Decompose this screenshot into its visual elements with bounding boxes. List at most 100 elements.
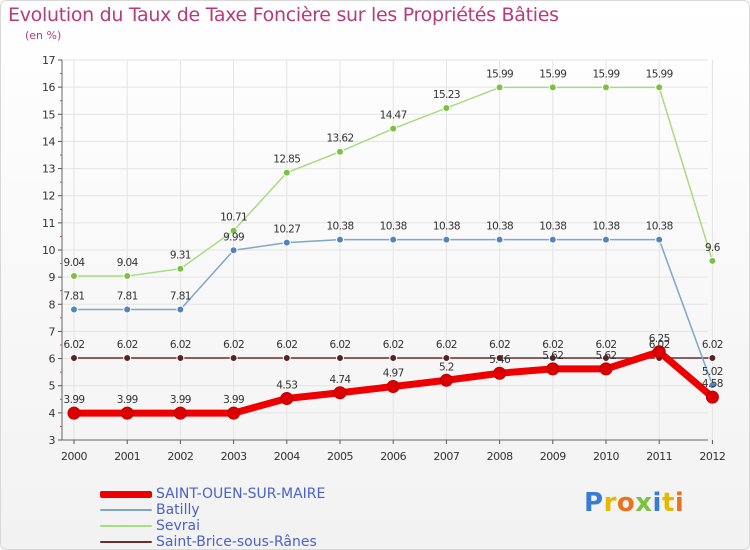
- y-tick-label: 7: [49, 325, 56, 338]
- y-tick-label: 8: [49, 298, 56, 311]
- data-label: 6.02: [383, 339, 404, 351]
- data-label: 6.02: [170, 339, 191, 351]
- data-point: [386, 380, 400, 394]
- data-point: [602, 235, 610, 244]
- data-label: 13.62: [326, 133, 353, 145]
- data-label: 6.02: [436, 339, 457, 351]
- y-tick-label: 12: [42, 190, 55, 203]
- data-label: 5.62: [542, 350, 563, 362]
- data-point: [495, 354, 504, 363]
- data-point: [229, 226, 238, 235]
- x-tick-label: 2012: [699, 450, 725, 463]
- y-tick-label: 4: [49, 407, 56, 420]
- y-tick-label: 14: [42, 135, 55, 148]
- data-label: 6.02: [649, 339, 670, 351]
- data-point: [280, 391, 294, 405]
- data-point: [389, 235, 398, 244]
- data-label: 3.99: [64, 394, 85, 406]
- data-label: 6.02: [64, 339, 85, 351]
- data-point: [442, 354, 451, 363]
- data-label: 6.02: [276, 339, 297, 351]
- logo-letter: x: [635, 488, 653, 518]
- data-point: [548, 354, 557, 363]
- data-label: 10.38: [326, 221, 353, 233]
- data-point: [655, 235, 664, 244]
- data-point: [442, 235, 451, 244]
- y-tick-label: 3: [49, 434, 56, 447]
- data-point: [176, 264, 185, 273]
- data-label: 15.99: [486, 68, 513, 80]
- data-point: [282, 238, 291, 247]
- data-point: [442, 104, 451, 113]
- data-label: 6.02: [542, 339, 563, 351]
- data-label: 15.99: [592, 68, 619, 80]
- data-point: [176, 305, 185, 314]
- y-tick-label: 17: [42, 54, 55, 67]
- data-label: 6.02: [596, 339, 617, 351]
- series-batilly: [70, 235, 717, 390]
- data-label: 4.74: [330, 374, 352, 386]
- data-point: [70, 272, 78, 281]
- x-tick-label: 2005: [327, 450, 353, 463]
- logo-letter: t: [661, 488, 675, 518]
- data-point: [67, 406, 81, 420]
- data-label: 10.38: [592, 221, 619, 233]
- data-label: 6.02: [223, 339, 244, 351]
- data-label: 14.47: [380, 110, 407, 122]
- data-point: [333, 386, 347, 400]
- data-point: [282, 354, 291, 363]
- legend-swatch: [100, 541, 152, 543]
- y-tick-label: 15: [42, 108, 55, 121]
- data-label: 9.99: [223, 231, 244, 243]
- logo-letter: i: [674, 488, 685, 518]
- data-label: 12.85: [273, 154, 300, 166]
- data-label: 6.02: [489, 339, 510, 351]
- logo-letter: o: [616, 488, 636, 518]
- legend-label: Sevrai: [156, 518, 201, 534]
- x-tick-label: 2008: [487, 450, 513, 463]
- x-tick-label: 2006: [380, 450, 406, 463]
- data-label: 10.38: [380, 221, 407, 233]
- x-tick-label: 2000: [61, 450, 87, 463]
- data-label: 10.27: [273, 224, 300, 236]
- data-point: [548, 83, 557, 92]
- data-point: [282, 168, 291, 177]
- data-point: [336, 235, 344, 244]
- data-point: [708, 256, 717, 265]
- series-saint-ouen-sur-maire: [67, 345, 719, 420]
- data-point: [439, 373, 453, 387]
- data-label: 10.38: [433, 221, 460, 233]
- data-label: 9.04: [117, 257, 139, 269]
- y-tick-label: 10: [42, 244, 55, 257]
- x-tick-label: 2001: [114, 450, 140, 463]
- x-tick-label: 2007: [433, 450, 459, 463]
- legend-label: Batilly: [156, 502, 200, 518]
- legend-swatch: [100, 490, 152, 498]
- logo-letter: i: [652, 488, 662, 518]
- data-point: [546, 362, 560, 376]
- data-label: 4.58: [702, 378, 723, 390]
- data-label: 6.02: [117, 339, 138, 351]
- data-point: [602, 83, 610, 92]
- data-point: [120, 406, 134, 420]
- data-point: [123, 272, 132, 281]
- data-labels: 6.02 6.02 6.02 6.02 6.02 6.02 6.02 6.02 6.02 6.02…: [64, 68, 724, 406]
- data-label: 4.97: [383, 368, 404, 380]
- data-label: 5.62: [596, 350, 617, 362]
- series-group: [67, 83, 719, 420]
- data-label: 7.81: [170, 290, 191, 302]
- data-label: 9.31: [170, 250, 191, 262]
- data-label: 3.99: [170, 394, 191, 406]
- y-axis: 3 4 5 6 7 8 9 10 11 12 13 14 15 16 17: [42, 54, 63, 447]
- data-label: 10.38: [486, 221, 513, 233]
- logo-letter: r: [603, 488, 617, 518]
- legend-swatch: [100, 509, 152, 511]
- chart-subtitle: (en %): [25, 29, 62, 42]
- data-point: [70, 305, 78, 314]
- series-sevrai: [70, 83, 717, 281]
- x-tick-label: 2010: [593, 450, 619, 463]
- x-tick-label: 2009: [540, 450, 566, 463]
- data-point: [652, 345, 666, 359]
- y-tick-label: 16: [42, 81, 55, 94]
- data-label: 10.71: [220, 212, 247, 224]
